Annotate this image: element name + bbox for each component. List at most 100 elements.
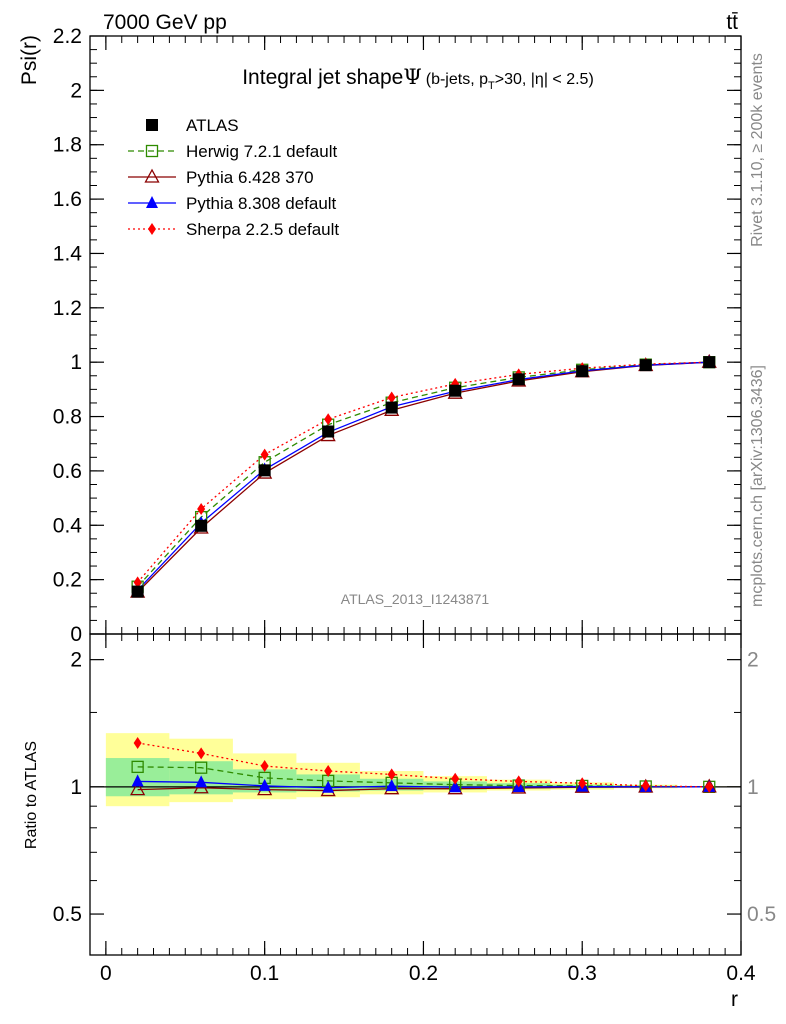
data-point (131, 760, 144, 774)
ratio-axes: 0.5 0.5 1 1 2 2 0 0.1 0.2 0.3 0.4 (53, 633, 776, 985)
y-tick-label: 0.6 (53, 460, 82, 483)
title-sub-a: (b-jets, p (426, 71, 488, 88)
x-tick-label: 0.4 (726, 962, 756, 985)
legend-marker (145, 144, 159, 158)
data-point (324, 765, 333, 778)
data-point (258, 464, 271, 477)
energy-label: 7000 GeV pp (103, 11, 227, 34)
data-point (324, 413, 333, 426)
data-point (133, 576, 142, 589)
data-point (449, 780, 462, 793)
legend-marker (146, 196, 158, 208)
title-symbol: Ψ (403, 65, 421, 89)
title-sub-t: T (488, 80, 495, 92)
process-label: tt̄ (726, 11, 738, 34)
legend-marker (144, 168, 160, 183)
data-point (197, 502, 206, 515)
rivet-label: Rivet 3.1.10, ≥ 200k events (749, 53, 766, 247)
data-point (639, 359, 652, 372)
y-tick-label: 2.2 (53, 25, 82, 48)
data-point (449, 384, 462, 397)
data-point (641, 779, 650, 792)
series-line (137, 361, 710, 593)
data-point (514, 775, 523, 788)
data-point (131, 774, 144, 787)
data-point (130, 781, 146, 796)
x-tick-label: 0 (100, 962, 112, 985)
data-point (705, 780, 714, 793)
y-tick-label: 1.8 (53, 134, 82, 157)
x-tick-label: 0.1 (250, 962, 279, 985)
y-tick-label: 0 (70, 623, 82, 646)
title-main: Integral jet shape (242, 66, 403, 89)
data-point (197, 747, 206, 760)
main-axes: 0 0.2 0.4 0.6 0.8 1 1.2 1.4 1.6 1.8 2 2.2 (53, 25, 742, 646)
x-tick-label: 0.2 (409, 962, 438, 985)
main-series-lines (137, 361, 710, 593)
data-point (385, 779, 398, 792)
data-point (322, 780, 335, 793)
series-line (137, 766, 710, 788)
y-tick-label-right: 2 (747, 649, 759, 672)
data-point (195, 775, 208, 788)
data-point (703, 356, 716, 369)
data-point (194, 761, 208, 774)
series-line (137, 361, 710, 588)
y-tick-label: 1.2 (53, 297, 82, 320)
legend: ATLAS Herwig 7.2.1 default Pythia 6.428 37… (128, 116, 339, 239)
data-point (133, 736, 142, 749)
main-plot: 0 0.2 0.4 0.6 0.8 1 1.2 1.4 1.6 1.8 2 2.2 ATLAS_201… (18, 25, 742, 646)
x-tick-label: 0.3 (568, 962, 597, 985)
data-point (451, 772, 460, 785)
legend-marker (146, 119, 158, 131)
legend-entry: Sherpa 2.2.5 default (186, 220, 339, 239)
data-point (260, 448, 269, 461)
data-point (578, 777, 587, 790)
legend-entry: ATLAS (186, 116, 239, 135)
ratio-uncertainty-bands (90, 733, 741, 807)
main-series-markers (130, 353, 717, 598)
y-tick-label: 0.4 (53, 514, 83, 537)
title-sub-b: >30, |η| < 2.5) (495, 71, 594, 88)
series-line (137, 780, 710, 789)
legend-entry: Herwig 7.2.1 default (186, 142, 337, 161)
data-point (260, 760, 269, 773)
y-tick-label: 0.2 (53, 569, 82, 592)
y-tick-label: 1 (70, 351, 82, 374)
y-tick-label: 1 (70, 776, 82, 799)
watermark-label: ATLAS_2013_I1243871 (341, 591, 490, 607)
y-tick-label-right: 0.5 (747, 903, 776, 926)
ratio-series-lines (137, 742, 710, 792)
data-point (385, 401, 398, 414)
ratio-series-markers (130, 736, 717, 797)
ratio-plot: 0.5 0.5 1 1 2 2 0 0.1 0.2 0.3 0.4 Ratio to ATLAS r (23, 633, 776, 1011)
y-tick-label-right: 1 (747, 776, 759, 799)
mcplots-label: mcplots.cern.ch [arXiv:1306.3436] (749, 365, 766, 607)
y-tick-label: 2 (70, 79, 82, 102)
legend-entry: Pythia 8.308 default (186, 194, 337, 213)
data-point (387, 768, 396, 781)
data-point (322, 425, 335, 438)
x-axis-label: r (731, 988, 738, 1011)
series-line (137, 742, 710, 788)
y-tick-label: 1.6 (53, 188, 82, 211)
data-point (512, 373, 525, 386)
data-point (195, 519, 208, 532)
data-point (576, 365, 589, 378)
legend-entry: Pythia 6.428 370 (186, 168, 314, 187)
main-title: Integral jet shapeΨ (b-jets, pT>30, |η| <… (242, 65, 594, 92)
legend-marker (148, 223, 156, 235)
data-point (387, 391, 396, 404)
y-tick-label: 0.8 (53, 406, 82, 429)
y-tick-label: 1.4 (53, 242, 83, 265)
y-tick-label: 2 (70, 649, 82, 672)
data-point (258, 778, 271, 791)
ratio-ylabel: Ratio to ATLAS (23, 741, 40, 849)
series-line (137, 361, 710, 591)
series-line (137, 361, 710, 583)
plot-frame (89, 633, 742, 956)
main-ylabel: Psi(r) (18, 35, 41, 85)
data-point (131, 585, 144, 598)
y-tick-label: 0.5 (53, 903, 82, 926)
